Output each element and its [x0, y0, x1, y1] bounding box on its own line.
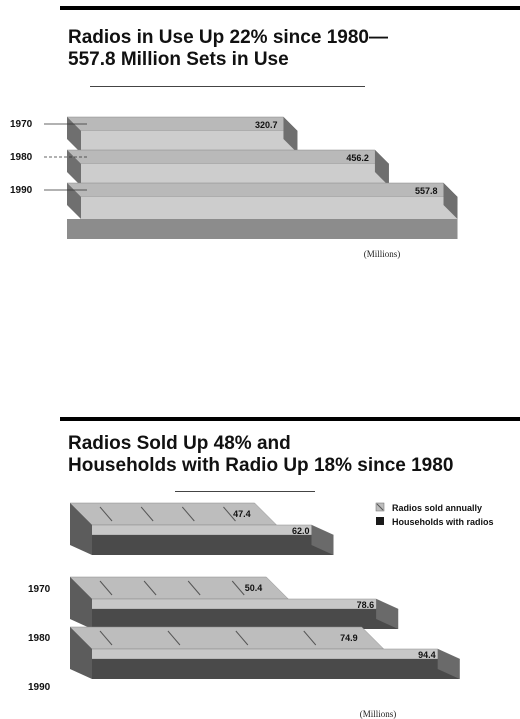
legend-swatch-hatch — [376, 503, 384, 511]
sold-bar-top-1990 — [69, 626, 385, 650]
unit-label: (Millions) — [364, 249, 401, 259]
bar-end-1980 — [374, 150, 389, 186]
households-value-1970: 62.0 — [292, 526, 310, 536]
hatch-1980-2 — [187, 580, 201, 596]
sold-value-1990: 74.9 — [340, 633, 358, 643]
base-shadow — [67, 219, 458, 239]
category-label-1980: 1980 — [28, 633, 51, 644]
hatch-1970-1 — [140, 506, 154, 522]
households-bar-top-1980 — [69, 598, 399, 610]
hatch-1970-3 — [223, 506, 236, 522]
households-bar-front-1980 — [92, 609, 399, 629]
hatch-1980-1 — [143, 580, 157, 596]
category-label-1990: 1990 — [28, 682, 51, 693]
bar-end-1970 — [283, 117, 298, 153]
bar-side-1970 — [70, 503, 92, 555]
category-label-1980: 1980 — [10, 152, 33, 163]
hatch-1980-0 — [99, 580, 113, 596]
bar-front-1990 — [81, 197, 458, 219]
bar-front-1980 — [81, 164, 389, 186]
category-label-1970: 1970 — [28, 584, 51, 595]
households-bar-end-1970 — [311, 525, 334, 555]
chart2-title: Radios Sold Up 48% and Households with R… — [68, 433, 454, 476]
top-rule-chart2 — [60, 417, 520, 421]
category-label-1990: 1990 — [10, 185, 33, 196]
legend-label-households: Households with radios — [392, 517, 494, 527]
sold-value-1980: 50.4 — [245, 583, 263, 593]
hatch-1990-1 — [167, 630, 181, 646]
category-label-1970: 1970 — [10, 119, 33, 130]
chart2-plot: 47.4 62.0 50.4 78.6 74.9 94.4 1970 1980 1990 Radi… — [28, 502, 494, 719]
hatch-1990-3 — [303, 630, 317, 646]
chart1-title-underline — [90, 86, 365, 87]
bar-end-1990 — [443, 183, 458, 219]
bar-top-1980 — [66, 149, 390, 165]
bar-side-1980 — [70, 577, 92, 629]
households-value-1990: 94.4 — [418, 650, 436, 660]
hatch-1990-0 — [99, 630, 113, 646]
households-bar-end-1990 — [437, 649, 460, 679]
hatch-1990-2 — [235, 630, 249, 646]
unit-label: (Millions) — [360, 709, 397, 719]
bar-side-1990 — [67, 183, 81, 219]
bar-side-1980 — [67, 150, 81, 186]
chart1-title: Radios in Use Up 22% since 1980— 557.8 M… — [68, 27, 388, 70]
hatch-1970-2 — [181, 506, 195, 522]
households-value-1980: 78.6 — [357, 600, 375, 610]
households-bar-top-1990 — [69, 648, 460, 660]
chart2-title-underline — [175, 491, 315, 492]
households-bar-front-1970 — [92, 535, 334, 555]
households-bar-end-1980 — [376, 599, 399, 629]
top-rule-chart1 — [60, 6, 520, 10]
bar-side-1990 — [70, 627, 92, 679]
bar-top-1990 — [66, 182, 459, 198]
bar-side-1970 — [67, 117, 81, 153]
legend-swatch-households — [376, 517, 384, 525]
value-label-1990: 557.8 — [415, 186, 438, 196]
legend-label-sold: Radios sold annually — [392, 503, 482, 513]
hatch-1980-3 — [231, 580, 245, 596]
households-bar-front-1990 — [92, 659, 460, 679]
sold-value-1970: 47.4 — [233, 509, 251, 519]
value-label-1970: 320.7 — [255, 120, 278, 130]
chart1-plot: 320.7 1970 456.2 1980 557.8 1990 (Millions) — [10, 116, 459, 259]
value-label-1980: 456.2 — [346, 153, 369, 163]
hatch-1970-0 — [99, 506, 113, 522]
bar-front-1970 — [81, 131, 298, 153]
